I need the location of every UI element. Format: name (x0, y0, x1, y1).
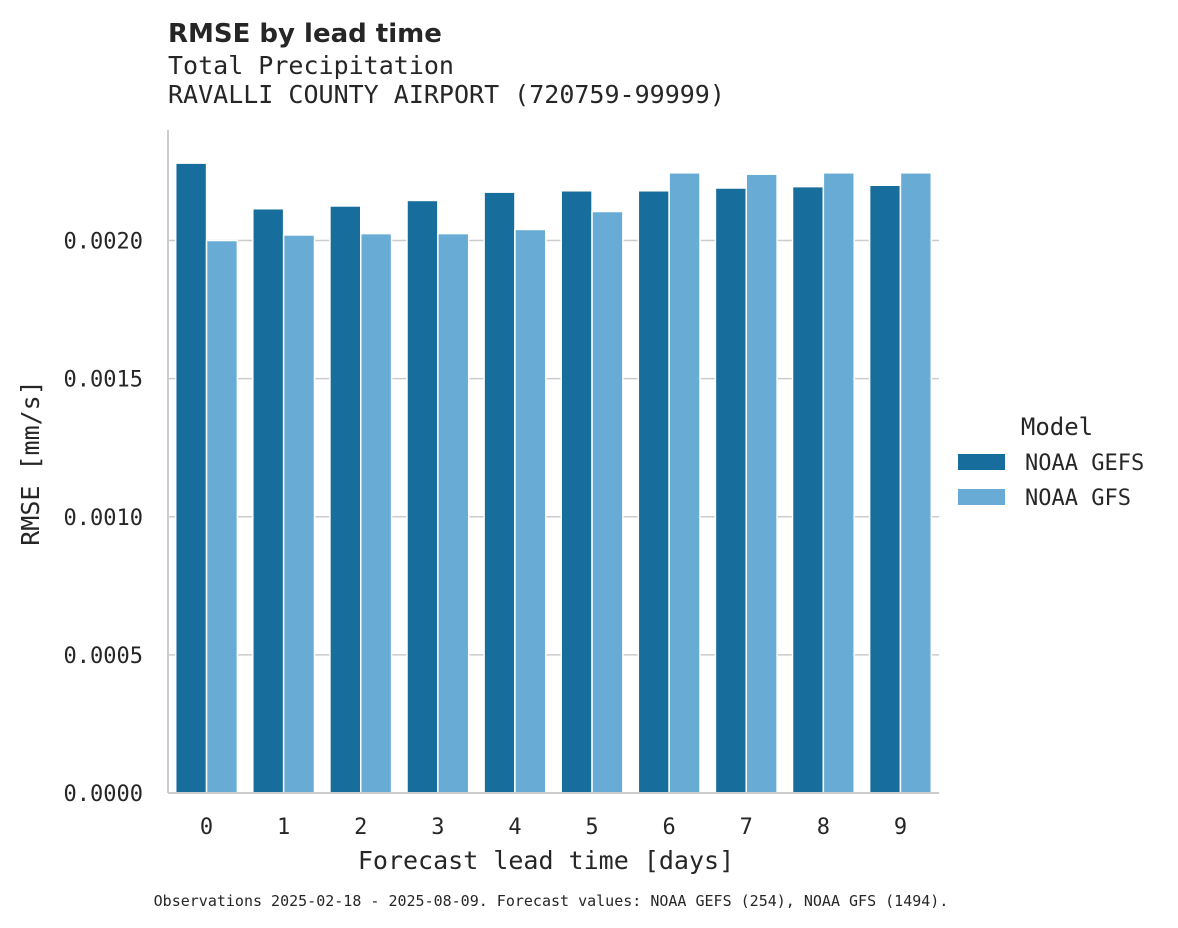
bar-noaa-gfs-lead-7 (745, 173, 778, 794)
chart-subtitle-variable: Total Precipitation (168, 51, 454, 80)
axes (167, 130, 939, 794)
bar-noaa-gfs-lead-3 (437, 232, 470, 794)
bar-noaa-gefs-lead-2 (329, 205, 362, 794)
y-tick-labels: 0.0000 0.0005 0.0010 0.0015 0.0020 (64, 230, 143, 808)
legend-title: Model (1021, 413, 1093, 441)
y-tick-label: 0.0000 (64, 782, 143, 807)
x-tick-label: 4 (508, 815, 521, 840)
x-tick-label: 2 (354, 815, 367, 840)
x-tick-label: 0 (200, 815, 213, 840)
x-tick-label: 3 (431, 815, 444, 840)
y-tick-label: 0.0010 (64, 506, 143, 531)
legend-swatch-noaa-gefs (958, 454, 1005, 470)
x-tick-label: 8 (817, 815, 830, 840)
bar-noaa-gefs-lead-0 (174, 162, 208, 794)
y-tick-label: 0.0005 (64, 644, 143, 669)
legend-label-noaa-gfs: NOAA GFS (1025, 486, 1131, 511)
bar-noaa-gefs-lead-3 (406, 199, 439, 794)
y-tick-label: 0.0020 (64, 230, 143, 255)
x-tick-label: 7 (740, 815, 753, 840)
bar-noaa-gfs-lead-8 (822, 172, 855, 794)
legend-swatch-noaa-gfs (958, 489, 1005, 505)
legend: Model NOAA GEFS NOAA GFS (958, 413, 1144, 511)
x-tick-label: 9 (894, 815, 907, 840)
bar-noaa-gefs-lead-1 (252, 207, 285, 794)
bars (174, 162, 933, 794)
footnote: Observations 2025-02-18 - 2025-08-09. Fo… (154, 892, 949, 910)
chart-title: RMSE by lead time (168, 19, 442, 49)
bar-noaa-gfs-lead-0 (205, 239, 239, 794)
bar-noaa-gefs-lead-9 (868, 184, 902, 794)
bar-noaa-gfs-lead-9 (899, 172, 933, 794)
bar-noaa-gefs-lead-8 (791, 185, 825, 794)
x-tick-label: 6 (663, 815, 676, 840)
bar-noaa-gfs-lead-5 (591, 210, 624, 794)
legend-label-noaa-gefs: NOAA GEFS (1025, 451, 1144, 476)
x-axis-label: Forecast lead time [days] (358, 846, 734, 875)
bar-noaa-gefs-lead-5 (560, 190, 593, 794)
bar-noaa-gfs-lead-2 (360, 232, 393, 794)
bar-noaa-gefs-lead-4 (483, 191, 516, 794)
x-tick-label: 1 (277, 815, 290, 840)
bar-noaa-gefs-lead-7 (714, 187, 747, 794)
y-tick-label: 0.0015 (64, 368, 143, 393)
bar-noaa-gfs-lead-6 (668, 172, 701, 794)
bar-noaa-gefs-lead-6 (637, 190, 670, 794)
y-axis-label: RMSE [mm/s] (16, 380, 45, 546)
bar-noaa-gfs-lead-4 (514, 228, 547, 794)
x-tick-label: 5 (585, 815, 598, 840)
bar-noaa-gfs-lead-1 (282, 234, 316, 794)
x-tick-labels: 0 1 2 3 4 5 6 7 8 9 (200, 815, 907, 840)
chart-subtitle-station: RAVALLI COUNTY AIRPORT (720759-99999) (168, 80, 725, 109)
